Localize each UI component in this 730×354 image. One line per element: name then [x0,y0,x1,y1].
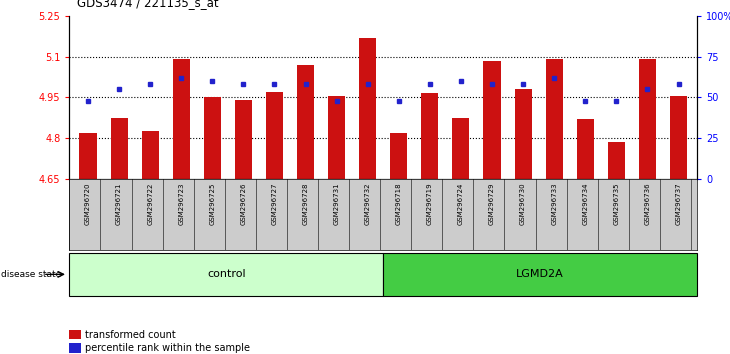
Bar [69,343,80,353]
Bar [69,253,383,296]
Bar [80,133,96,179]
Text: percentile rank within the sample: percentile rank within the sample [85,343,250,353]
Text: GSM296719: GSM296719 [427,182,433,225]
Bar [204,97,221,179]
Text: GSM296729: GSM296729 [489,182,495,225]
Text: GSM296722: GSM296722 [147,182,153,225]
Bar [235,100,252,179]
Bar [453,118,469,179]
Text: control: control [207,269,245,279]
Text: GSM296736: GSM296736 [645,182,650,225]
Bar [142,131,158,179]
Text: disease state: disease state [1,270,61,279]
Bar [421,93,439,179]
Text: GSM296725: GSM296725 [210,182,215,225]
Bar [483,61,501,179]
Text: GSM296720: GSM296720 [85,182,91,225]
Bar [69,330,80,339]
Bar [266,92,283,179]
Bar [297,65,314,179]
Text: GSM296721: GSM296721 [116,182,122,225]
Text: GSM296734: GSM296734 [583,182,588,225]
Bar [670,96,687,179]
Text: GSM296728: GSM296728 [302,182,309,225]
Bar [515,89,531,179]
Text: GSM296737: GSM296737 [675,182,682,225]
Bar [359,38,376,179]
Text: GSM296723: GSM296723 [178,182,184,225]
Bar [639,59,656,179]
Bar [391,133,407,179]
Text: GSM296733: GSM296733 [551,182,557,225]
Text: LGMD2A: LGMD2A [516,269,564,279]
Text: GSM296730: GSM296730 [520,182,526,225]
Text: GSM296735: GSM296735 [613,182,619,225]
Bar [328,96,345,179]
Text: GSM296726: GSM296726 [240,182,247,225]
Bar [110,118,128,179]
Bar [383,253,697,296]
Text: GSM296732: GSM296732 [365,182,371,225]
Text: GSM296718: GSM296718 [396,182,402,225]
Bar [608,142,625,179]
Text: GSM296727: GSM296727 [272,182,277,225]
Bar [577,119,593,179]
Text: GSM296724: GSM296724 [458,182,464,225]
Bar [173,59,190,179]
Text: transformed count: transformed count [85,330,176,340]
Text: GSM296731: GSM296731 [334,182,339,225]
Text: GDS3474 / 221135_s_at: GDS3474 / 221135_s_at [77,0,218,9]
Bar [545,59,563,179]
